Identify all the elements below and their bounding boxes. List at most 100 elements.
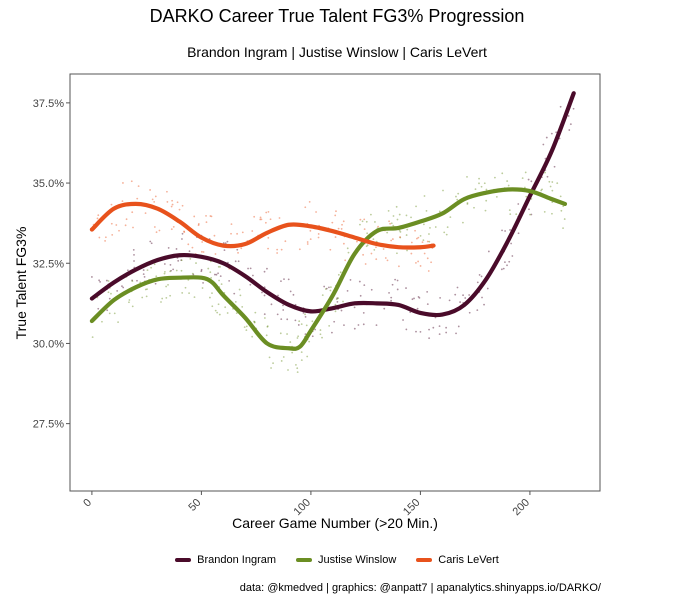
noise-point xyxy=(485,188,488,191)
noise-point xyxy=(297,324,300,326)
noise-point xyxy=(359,218,362,221)
noise-point xyxy=(224,242,227,245)
noise-point xyxy=(304,206,307,209)
noise-point xyxy=(508,209,511,212)
noise-point xyxy=(263,294,266,297)
noise-point xyxy=(128,301,130,304)
noise-point xyxy=(142,273,145,276)
noise-point xyxy=(324,288,327,290)
noise-point xyxy=(394,278,397,281)
noise-point xyxy=(506,180,509,182)
noise-point xyxy=(245,329,248,331)
noise-point xyxy=(217,272,219,275)
noise-point xyxy=(511,255,514,257)
noise-point xyxy=(486,287,489,290)
noise-point xyxy=(399,231,402,233)
noise-point xyxy=(263,317,266,319)
noise-point xyxy=(550,132,553,135)
noise-point xyxy=(508,260,511,263)
noise-point xyxy=(541,188,543,191)
noise-point xyxy=(111,233,114,236)
noise-point xyxy=(384,257,387,259)
noise-point xyxy=(197,224,200,227)
noise-point xyxy=(292,293,295,296)
noise-point xyxy=(183,231,186,233)
noise-point xyxy=(230,232,232,235)
noise-point xyxy=(434,226,437,228)
noise-point xyxy=(567,115,570,117)
noise-point xyxy=(91,336,94,338)
noise-point xyxy=(98,279,101,282)
noise-point xyxy=(172,225,175,228)
noise-point xyxy=(553,165,556,168)
series-lines xyxy=(89,91,576,351)
noise-point xyxy=(300,351,303,354)
noise-point xyxy=(253,215,256,218)
noise-point xyxy=(166,190,168,193)
noise-point xyxy=(361,220,364,223)
noise-point xyxy=(170,269,172,272)
noise-point xyxy=(387,210,390,212)
noise-point xyxy=(219,265,221,268)
noise-point xyxy=(559,105,562,108)
legend-swatch xyxy=(416,558,433,562)
noise-point xyxy=(525,195,528,198)
noise-point xyxy=(331,221,334,224)
noise-point xyxy=(141,296,144,299)
noise-point xyxy=(523,186,526,189)
noise-point xyxy=(406,249,408,252)
legend-swatch xyxy=(175,558,192,562)
noise-point xyxy=(211,305,214,308)
noise-point xyxy=(346,247,349,250)
noise-point xyxy=(177,259,180,262)
noise-point xyxy=(568,129,571,131)
noise-point xyxy=(110,203,113,206)
noise-point xyxy=(272,362,274,365)
noise-point xyxy=(251,335,254,338)
y-tick-label: 27.5% xyxy=(33,419,64,431)
noise-point xyxy=(236,232,238,235)
noise-point xyxy=(419,330,422,333)
noise-point xyxy=(319,329,322,331)
noise-point xyxy=(101,320,103,323)
noise-point xyxy=(500,268,503,271)
noise-point xyxy=(142,269,145,271)
noise-point xyxy=(163,272,166,275)
noise-point xyxy=(569,123,572,126)
noise-point xyxy=(438,210,441,213)
noise-point xyxy=(282,309,285,311)
noise-point xyxy=(563,218,566,220)
noise-point xyxy=(449,216,452,219)
noise-point xyxy=(521,177,524,180)
noise-point xyxy=(445,233,448,236)
noise-point xyxy=(259,216,262,219)
noise-point xyxy=(551,181,554,183)
noise-point xyxy=(276,313,279,316)
noise-point xyxy=(510,242,513,245)
noise-point xyxy=(455,332,457,335)
noise-point xyxy=(193,296,196,299)
noise-point xyxy=(259,218,262,221)
noise-point xyxy=(421,241,424,244)
noise-point xyxy=(406,228,409,231)
noise-point xyxy=(311,320,314,323)
noise-point xyxy=(334,303,337,306)
noise-point xyxy=(484,209,487,212)
noise-point xyxy=(396,218,399,221)
legend-item-justise-winslow: Justise Winslow xyxy=(296,554,396,566)
noise-point xyxy=(251,230,254,232)
noise-point xyxy=(390,239,393,242)
noise-point xyxy=(149,189,151,191)
noise-point xyxy=(445,326,448,329)
noise-point xyxy=(391,238,394,240)
noise-point xyxy=(294,303,297,306)
noise-point xyxy=(411,298,414,301)
noise-point xyxy=(428,337,431,340)
noise-point xyxy=(240,247,243,250)
noise-point xyxy=(122,182,124,184)
noise-point xyxy=(132,248,135,251)
noise-point xyxy=(448,299,451,302)
noise-point xyxy=(195,262,197,264)
noise-point xyxy=(528,208,530,211)
noise-point xyxy=(149,240,152,243)
